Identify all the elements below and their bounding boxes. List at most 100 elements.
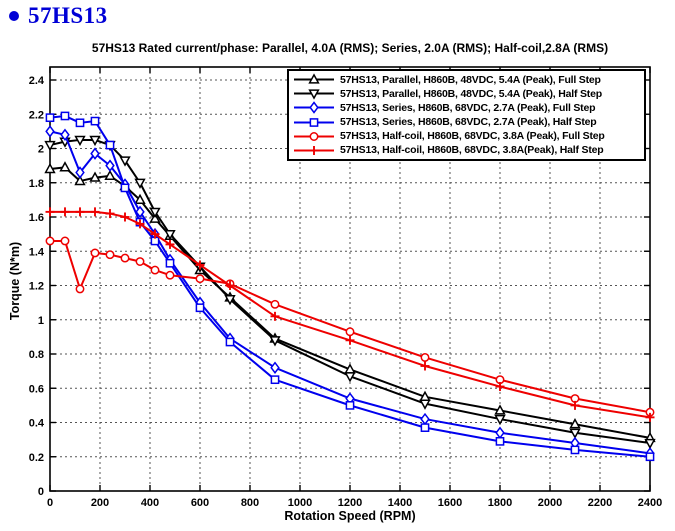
legend-item: 57HS13, Series, H860B, 68VDC, 2.7A (Peak… bbox=[292, 116, 641, 129]
marker-square bbox=[120, 183, 130, 193]
x-tick-label: 1400 bbox=[388, 497, 412, 509]
marker-diamond bbox=[495, 426, 505, 440]
series-5 bbox=[45, 207, 655, 422]
x-tick-label: 400 bbox=[141, 497, 159, 509]
marker-circle bbox=[90, 248, 100, 258]
page-title: 57HS13 bbox=[28, 3, 108, 28]
legend-label: 57HS13, Series, H860B, 68VDC, 2.7A (Peak… bbox=[340, 116, 597, 129]
legend-marker-circle bbox=[294, 131, 334, 141]
marker-circle bbox=[309, 131, 319, 141]
marker-triangle-up bbox=[149, 212, 161, 223]
marker-triangle-up bbox=[89, 171, 101, 182]
marker-square bbox=[165, 258, 175, 268]
legend-label: 57HS13, Parallel, H860B, 48VDC, 5.4A (Pe… bbox=[340, 87, 602, 100]
legend-label: 57HS13, Half-coil, H860B, 68VDC, 3.8A (P… bbox=[340, 130, 605, 143]
legend-item: 57HS13, Series, H860B, 68VDC, 2.7A (Peak… bbox=[292, 101, 641, 115]
marker-diamond bbox=[45, 125, 55, 138]
legend-marker-triangle-down bbox=[294, 89, 334, 100]
page-heading: 57HS13 bbox=[9, 3, 108, 29]
y-tick-label: 1.2 bbox=[29, 281, 44, 293]
marker-triangle-down bbox=[494, 414, 506, 426]
legend-item: 57HS13, Half-coil, H860B, 68VDC, 3.8A (P… bbox=[292, 130, 641, 143]
marker-square bbox=[45, 113, 55, 123]
x-tick-label: 800 bbox=[241, 497, 259, 509]
legend-marker-diamond bbox=[294, 101, 334, 115]
y-tick-label: 1 bbox=[38, 315, 44, 327]
marker-triangle-down bbox=[149, 207, 161, 219]
marker-square bbox=[60, 111, 70, 121]
marker-square bbox=[225, 337, 235, 347]
y-tick-label: 1.8 bbox=[29, 178, 44, 190]
marker-square bbox=[495, 436, 505, 446]
legend-item: 57HS13, Half-coil, H860B, 68VDC, 3.8A(Pe… bbox=[292, 144, 641, 157]
y-tick-label: 1.4 bbox=[29, 246, 45, 258]
marker-triangle-down bbox=[119, 156, 131, 167]
y-tick-label: 1.6 bbox=[29, 212, 44, 224]
marker-triangle-up bbox=[44, 162, 56, 174]
legend-label: 57HS13, Parallel, H860B, 48VDC, 5.4A (Pe… bbox=[340, 73, 601, 86]
marker-circle bbox=[75, 284, 85, 294]
series-line-4 bbox=[50, 239, 651, 414]
series-3 bbox=[45, 111, 655, 462]
y-tick-label: 0.6 bbox=[29, 383, 44, 395]
marker-square bbox=[570, 445, 580, 455]
legend-item: 57HS13, Parallel, H860B, 48VDC, 5.4A (Pe… bbox=[292, 87, 641, 100]
marker-diamond bbox=[105, 159, 115, 172]
marker-triangle-down bbox=[308, 89, 320, 100]
marker-circle bbox=[105, 250, 115, 260]
marker-circle bbox=[60, 236, 70, 246]
series-4 bbox=[45, 236, 655, 417]
y-tick-label: 2.4 bbox=[29, 75, 45, 87]
marker-diamond bbox=[90, 147, 100, 160]
y-tick-label: 0.8 bbox=[29, 349, 44, 361]
y-tick-label: 2.2 bbox=[29, 109, 44, 121]
marker-square bbox=[90, 116, 100, 126]
legend-marker-plus bbox=[294, 145, 334, 155]
marker-square bbox=[645, 452, 655, 462]
marker-square bbox=[270, 375, 280, 385]
marker-circle bbox=[195, 274, 205, 284]
marker-circle bbox=[165, 270, 175, 280]
marker-triangle-up bbox=[494, 404, 506, 415]
marker-square bbox=[195, 303, 205, 313]
marker-triangle-down bbox=[164, 229, 176, 241]
bullet-icon bbox=[9, 11, 19, 21]
marker-circle bbox=[135, 257, 145, 266]
series-1 bbox=[44, 135, 656, 450]
marker-square bbox=[75, 118, 85, 128]
x-tick-label: 1000 bbox=[288, 497, 312, 509]
marker-triangle-down bbox=[89, 135, 101, 147]
marker-circle bbox=[150, 265, 160, 275]
marker-triangle-up bbox=[74, 174, 86, 186]
marker-triangle-up bbox=[134, 193, 146, 205]
marker-diamond bbox=[270, 361, 280, 374]
marker-square bbox=[105, 140, 115, 150]
x-tick-label: 1600 bbox=[438, 497, 462, 509]
marker-triangle-up bbox=[59, 161, 71, 172]
marker-square bbox=[309, 117, 319, 127]
x-tick-label: 2200 bbox=[588, 497, 612, 509]
marker-triangle-down bbox=[569, 428, 581, 439]
y-tick-label: 2 bbox=[38, 144, 44, 156]
marker-circle bbox=[345, 327, 355, 337]
marker-diamond bbox=[60, 128, 70, 142]
x-tick-label: 600 bbox=[191, 497, 209, 509]
chart-title: 57HS13 Rated current/phase: Parallel, 4.… bbox=[91, 41, 609, 55]
marker-triangle-down bbox=[644, 438, 656, 450]
marker-diamond bbox=[420, 412, 430, 426]
marker-circle bbox=[420, 352, 430, 362]
marker-diamond bbox=[309, 101, 319, 115]
legend-label: 57HS13, Series, H860B, 68VDC, 2.7A (Peak… bbox=[340, 101, 596, 114]
marker-triangle-up bbox=[308, 73, 320, 84]
marker-circle bbox=[270, 299, 280, 309]
marker-diamond bbox=[135, 205, 145, 219]
marker-triangle-up bbox=[569, 418, 581, 429]
marker-square bbox=[420, 423, 430, 432]
marker-diamond bbox=[75, 166, 85, 179]
legend-label: 57HS13, Half-coil, H860B, 68VDC, 3.8A(Pe… bbox=[340, 144, 604, 157]
legend-marker-square bbox=[294, 117, 334, 127]
marker-triangle-down bbox=[224, 295, 236, 306]
marker-triangle-down bbox=[269, 336, 281, 347]
y-tick-label: 0 bbox=[38, 486, 44, 498]
